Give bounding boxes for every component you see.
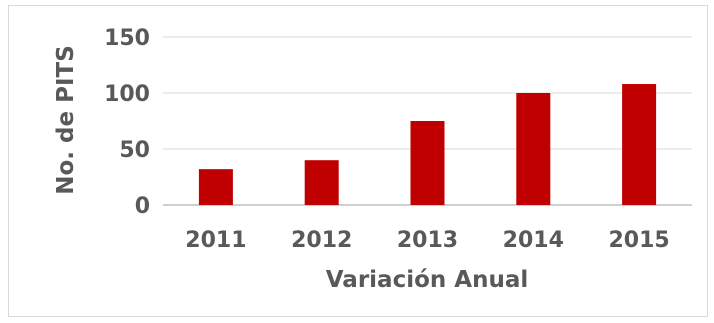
y-tick-label: 100 — [104, 82, 150, 107]
y-tick-label: 50 — [119, 138, 150, 163]
y-axis-title: No. de PITS — [53, 45, 79, 195]
chart-frame — [8, 5, 708, 317]
bar-2012 — [304, 160, 339, 205]
bars — [198, 84, 657, 205]
x-tick-label: 2015 — [608, 228, 669, 253]
x-tick-labels: 2011 2012 2013 2014 2015 — [185, 228, 669, 253]
bar-2013 — [410, 121, 445, 205]
bar-2011 — [198, 169, 233, 205]
y-tick-label: 0 — [135, 194, 150, 219]
x-tick-label: 2012 — [291, 228, 352, 253]
x-tick-label: 2014 — [503, 228, 564, 253]
x-axis-title: Variación Anual — [326, 267, 528, 293]
bar-2015 — [622, 84, 657, 205]
x-tick-label: 2013 — [397, 228, 458, 253]
y-tick-label: 150 — [104, 26, 150, 51]
bar-2014 — [516, 93, 551, 205]
x-tick-label: 2011 — [185, 228, 246, 253]
y-tick-labels: 0 50 100 150 — [104, 26, 150, 219]
